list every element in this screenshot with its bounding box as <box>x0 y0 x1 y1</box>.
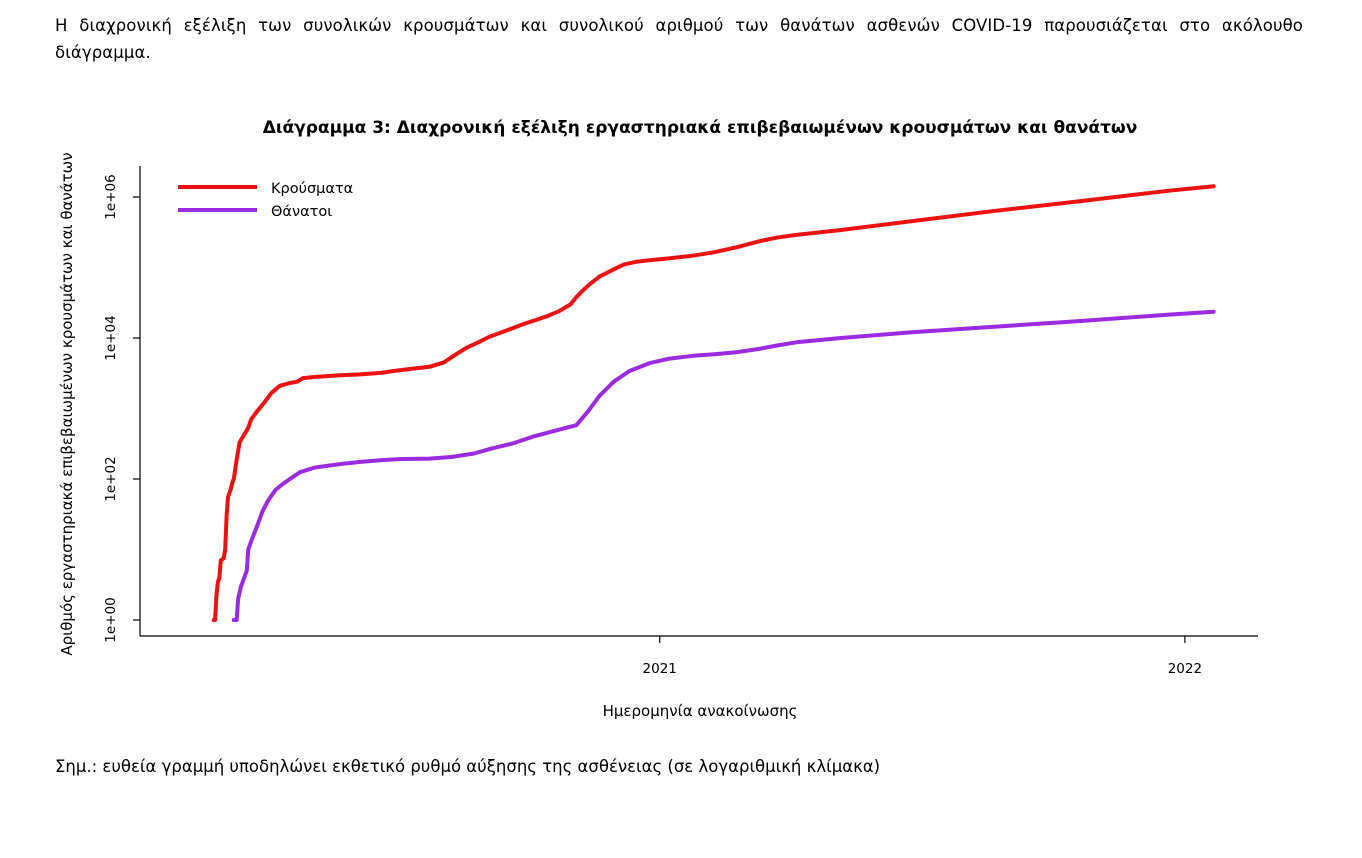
y-axis-label: Αριθμός εργαστηριακά επιβεβαιωμένων κρου… <box>58 152 76 655</box>
series-line-deaths <box>231 309 1216 622</box>
x-tick-label: 2021 <box>643 661 677 677</box>
intro-paragraph: Η διαχρονική εξέλιξη των συνολικών κρουσ… <box>55 16 1303 62</box>
legend: Κρούσματα Θάνατοι <box>178 181 353 220</box>
legend-label-deaths: Θάνατοι <box>271 204 332 220</box>
chart-title: Διάγραμμα 3: Διαχρονική εξέλιξη εργαστηρ… <box>263 118 1138 138</box>
legend-label-cases: Κρούσματα <box>271 181 353 197</box>
y-ticks: 1e+00 1e+02 1e+04 1e+06 <box>103 174 140 643</box>
y-tick-label: 1e+06 <box>103 174 119 219</box>
y-tick-label: 1e+02 <box>103 456 119 501</box>
series-lines <box>211 184 1216 622</box>
x-tick-label: 2022 <box>1168 661 1202 677</box>
x-ticks: 2021 2022 <box>643 636 1202 677</box>
series-line-cases <box>211 184 1216 622</box>
y-tick-label: 1e+00 <box>103 597 119 642</box>
x-axis-label: Ημερομηνία ανακοίνωσης <box>603 702 798 720</box>
y-tick-label: 1e+04 <box>103 315 119 360</box>
footnote: Σημ.: ευθεία γραμμή υποδηλώνει εκθετικό … <box>55 757 881 776</box>
